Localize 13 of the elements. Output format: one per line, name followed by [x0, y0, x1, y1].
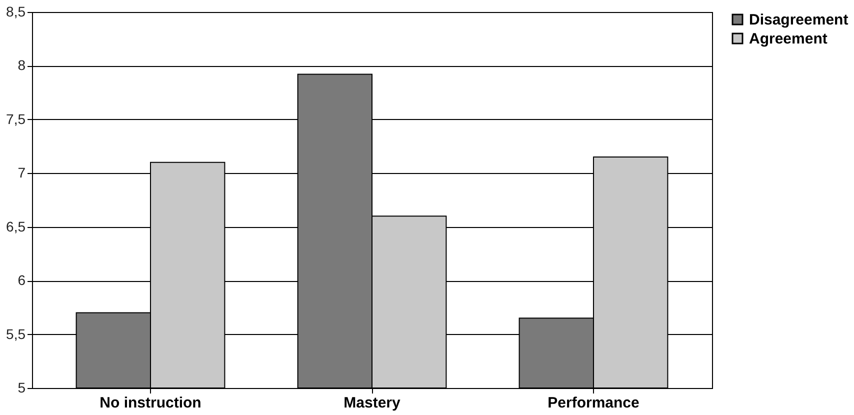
y-tick-label: 5	[18, 380, 26, 396]
y-tick-label: 8	[18, 57, 26, 74]
x-tick-label: Performance	[548, 394, 640, 412]
y-tick-label: 5,5	[6, 326, 26, 342]
y-tick-label: 6,5	[6, 218, 26, 234]
legend-label: Disagreement	[749, 12, 848, 28]
y-tick-label: 6	[18, 272, 26, 288]
y-tick-label: 7,5	[6, 110, 26, 127]
x-tick-label: Mastery	[344, 394, 402, 412]
legend-label: Agreement	[749, 30, 828, 48]
y-tick-label: 7	[18, 164, 26, 181]
x-tick-label: No instruction	[100, 394, 202, 412]
y-tick-label: 8,5	[6, 4, 26, 20]
